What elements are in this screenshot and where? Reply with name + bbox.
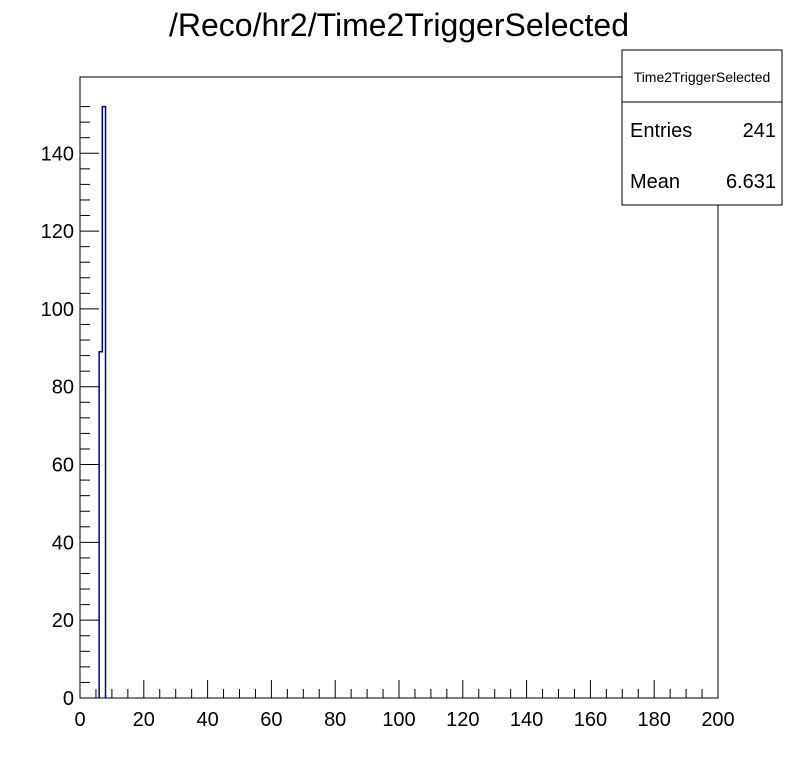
stats-entries-value: 241 — [743, 120, 776, 142]
x-tick-label: 0 — [74, 709, 85, 731]
y-tick-label: 100 — [41, 299, 74, 321]
x-tick-label: 160 — [574, 709, 607, 731]
x-tick-label: 180 — [638, 709, 671, 731]
y-tick-label: 140 — [41, 143, 74, 165]
chart-title: /Reco/hr2/Time2TriggerSelected — [169, 7, 629, 43]
histogram-line — [98, 105, 107, 698]
stats-entries-label: Entries — [630, 120, 692, 142]
x-tick-label: 140 — [510, 709, 543, 731]
x-tick-label: 100 — [382, 709, 415, 731]
stats-box: Time2TriggerSelected Entries 241 Mean 6.… — [621, 49, 783, 206]
y-tick-label: 120 — [41, 221, 74, 243]
stats-mean-value: 6.631 — [726, 171, 776, 193]
x-tick-label: 40 — [196, 709, 218, 731]
stats-mean-label: Mean — [630, 171, 680, 193]
x-tick-label: 20 — [133, 709, 155, 731]
stats-name: Time2TriggerSelected — [634, 69, 771, 85]
y-tick-label: 40 — [52, 532, 74, 554]
x-tick-label: 80 — [324, 709, 346, 731]
x-tick-label: 60 — [260, 709, 282, 731]
x-tick-label: 120 — [446, 709, 479, 731]
y-tick-label: 60 — [52, 455, 74, 477]
x-tick-label: 200 — [701, 709, 734, 731]
y-tick-label: 80 — [52, 377, 74, 399]
y-tick-label: 20 — [52, 610, 74, 632]
y-tick-label: 0 — [63, 688, 74, 710]
